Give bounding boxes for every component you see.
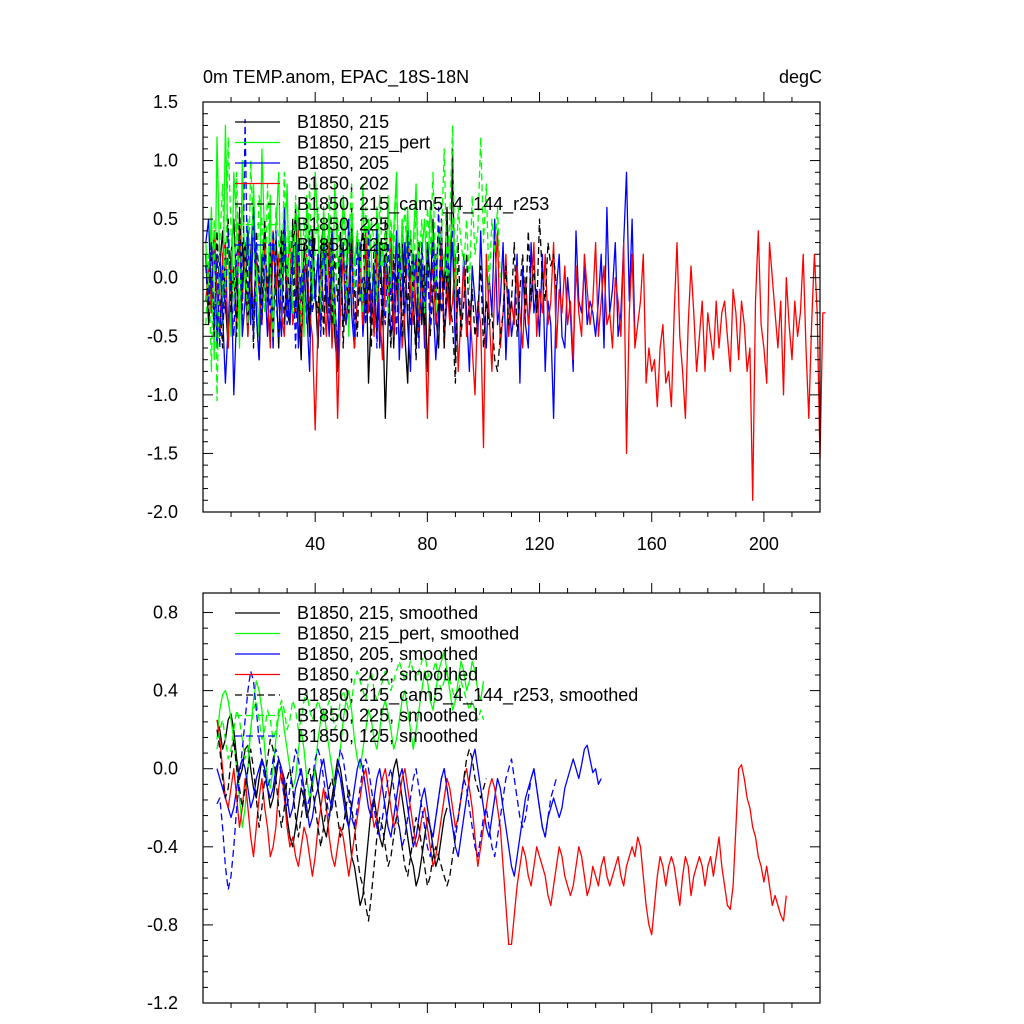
bottom-panel-series [216, 650, 787, 946]
bottom-panel-series-line-4 [216, 729, 487, 922]
bottom-panel-legend-label-3: B1850, 202, smoothed [297, 665, 478, 685]
top-panel-y-tick-label: -2.0 [147, 502, 178, 522]
top-panel-y-tick-label: 0.0 [153, 268, 178, 288]
bottom-panel-legend-label-0: B1850, 215, smoothed [297, 603, 478, 623]
top-panel-series [205, 118, 826, 501]
bottom-panel-series-line-1 [216, 650, 485, 828]
bottom-panel-y-tick-label: -0.4 [147, 837, 178, 857]
top-panel-y-tick-label: 0.5 [153, 209, 178, 229]
top-panel-x-tick-label: 80 [417, 534, 437, 554]
top-panel-legend-label-4: B1850, 215_cam5_4_144_r253 [297, 194, 549, 215]
top-panel-legend-label-3: B1850, 202 [297, 174, 389, 194]
top-panel-legend-label-6: B1850, 125 [297, 235, 389, 255]
bottom-panel-axes: -1.2 -0.8 -0.4 0.0 0.4 0.8 [147, 583, 820, 1013]
top-panel-series-line-3 [205, 218, 826, 501]
bottom-panel-legend-label-6: B1850, 125, smoothed [297, 726, 478, 746]
top-panel-legend-label-2: B1850, 205 [297, 153, 389, 173]
top-panel-series-line-5 [205, 124, 501, 402]
top-panel-x-tick-label: 40 [305, 534, 325, 554]
top-panel-y-tick-label: 1.5 [153, 92, 178, 112]
top-panel-legend-label-5: B1850, 225 [297, 215, 389, 235]
bottom-panel-y-tick-label: 0.4 [153, 681, 178, 701]
top-panel-legend-label-1: B1850, 215_pert [297, 133, 430, 154]
top-panel-x-tick-label: 200 [749, 534, 779, 554]
top-panel-y-tick-label: -1.0 [147, 385, 178, 405]
bottom-panel-series-line-6 [216, 670, 558, 891]
top-panel-title: 0m TEMP.anom, EPAC_18S-18N [203, 67, 469, 88]
bottom-panel-legend-label-2: B1850, 205, smoothed [297, 644, 478, 664]
top-panel-legend-label-0: B1850, 215 [297, 112, 389, 132]
top-panel-units: degC [779, 67, 822, 87]
top-panel: 0m TEMP.anom, EPAC_18S-18N degC -2.0 -1.5… [147, 67, 826, 554]
top-panel-y-tick-label: -0.5 [147, 326, 178, 346]
top-panel-series-line-4 [205, 206, 558, 384]
top-panel-x-tick-label: 160 [637, 534, 667, 554]
bottom-panel-y-tick-label: -0.8 [147, 915, 178, 935]
top-panel-x-tick-label: 120 [525, 534, 555, 554]
top-panel-axes: -2.0 -1.5 -1.0 -0.5 0.0 0.5 1.0 1.5 40 80 120 160 20… [147, 92, 820, 554]
top-panel-series-line-6 [205, 118, 454, 349]
bottom-panel-legend-label-1: B1850, 215_pert, smoothed [297, 624, 519, 645]
bottom-panel-y-tick-label: 0.0 [153, 759, 178, 779]
top-panel-y-tick-label: -1.5 [147, 443, 178, 463]
bottom-panel-legend-label-4: B1850, 215_cam5_4_144_r253, smoothed [297, 685, 638, 706]
bottom-panel-series-line-3 [216, 719, 787, 946]
bottom-panel-frame [202, 592, 821, 1004]
top-panel-y-tick-label: 1.0 [153, 151, 178, 171]
bottom-panel-y-tick-label: -1.2 [147, 993, 178, 1013]
bottom-panel-legend-label-5: B1850, 225, smoothed [297, 706, 478, 726]
bottom-panel: -1.2 -0.8 -0.4 0.0 0.4 0.8 B1850, 215, smooth… [147, 583, 821, 1013]
top-panel-frame [202, 101, 821, 513]
bottom-panel-y-tick-label: 0.8 [153, 603, 178, 623]
